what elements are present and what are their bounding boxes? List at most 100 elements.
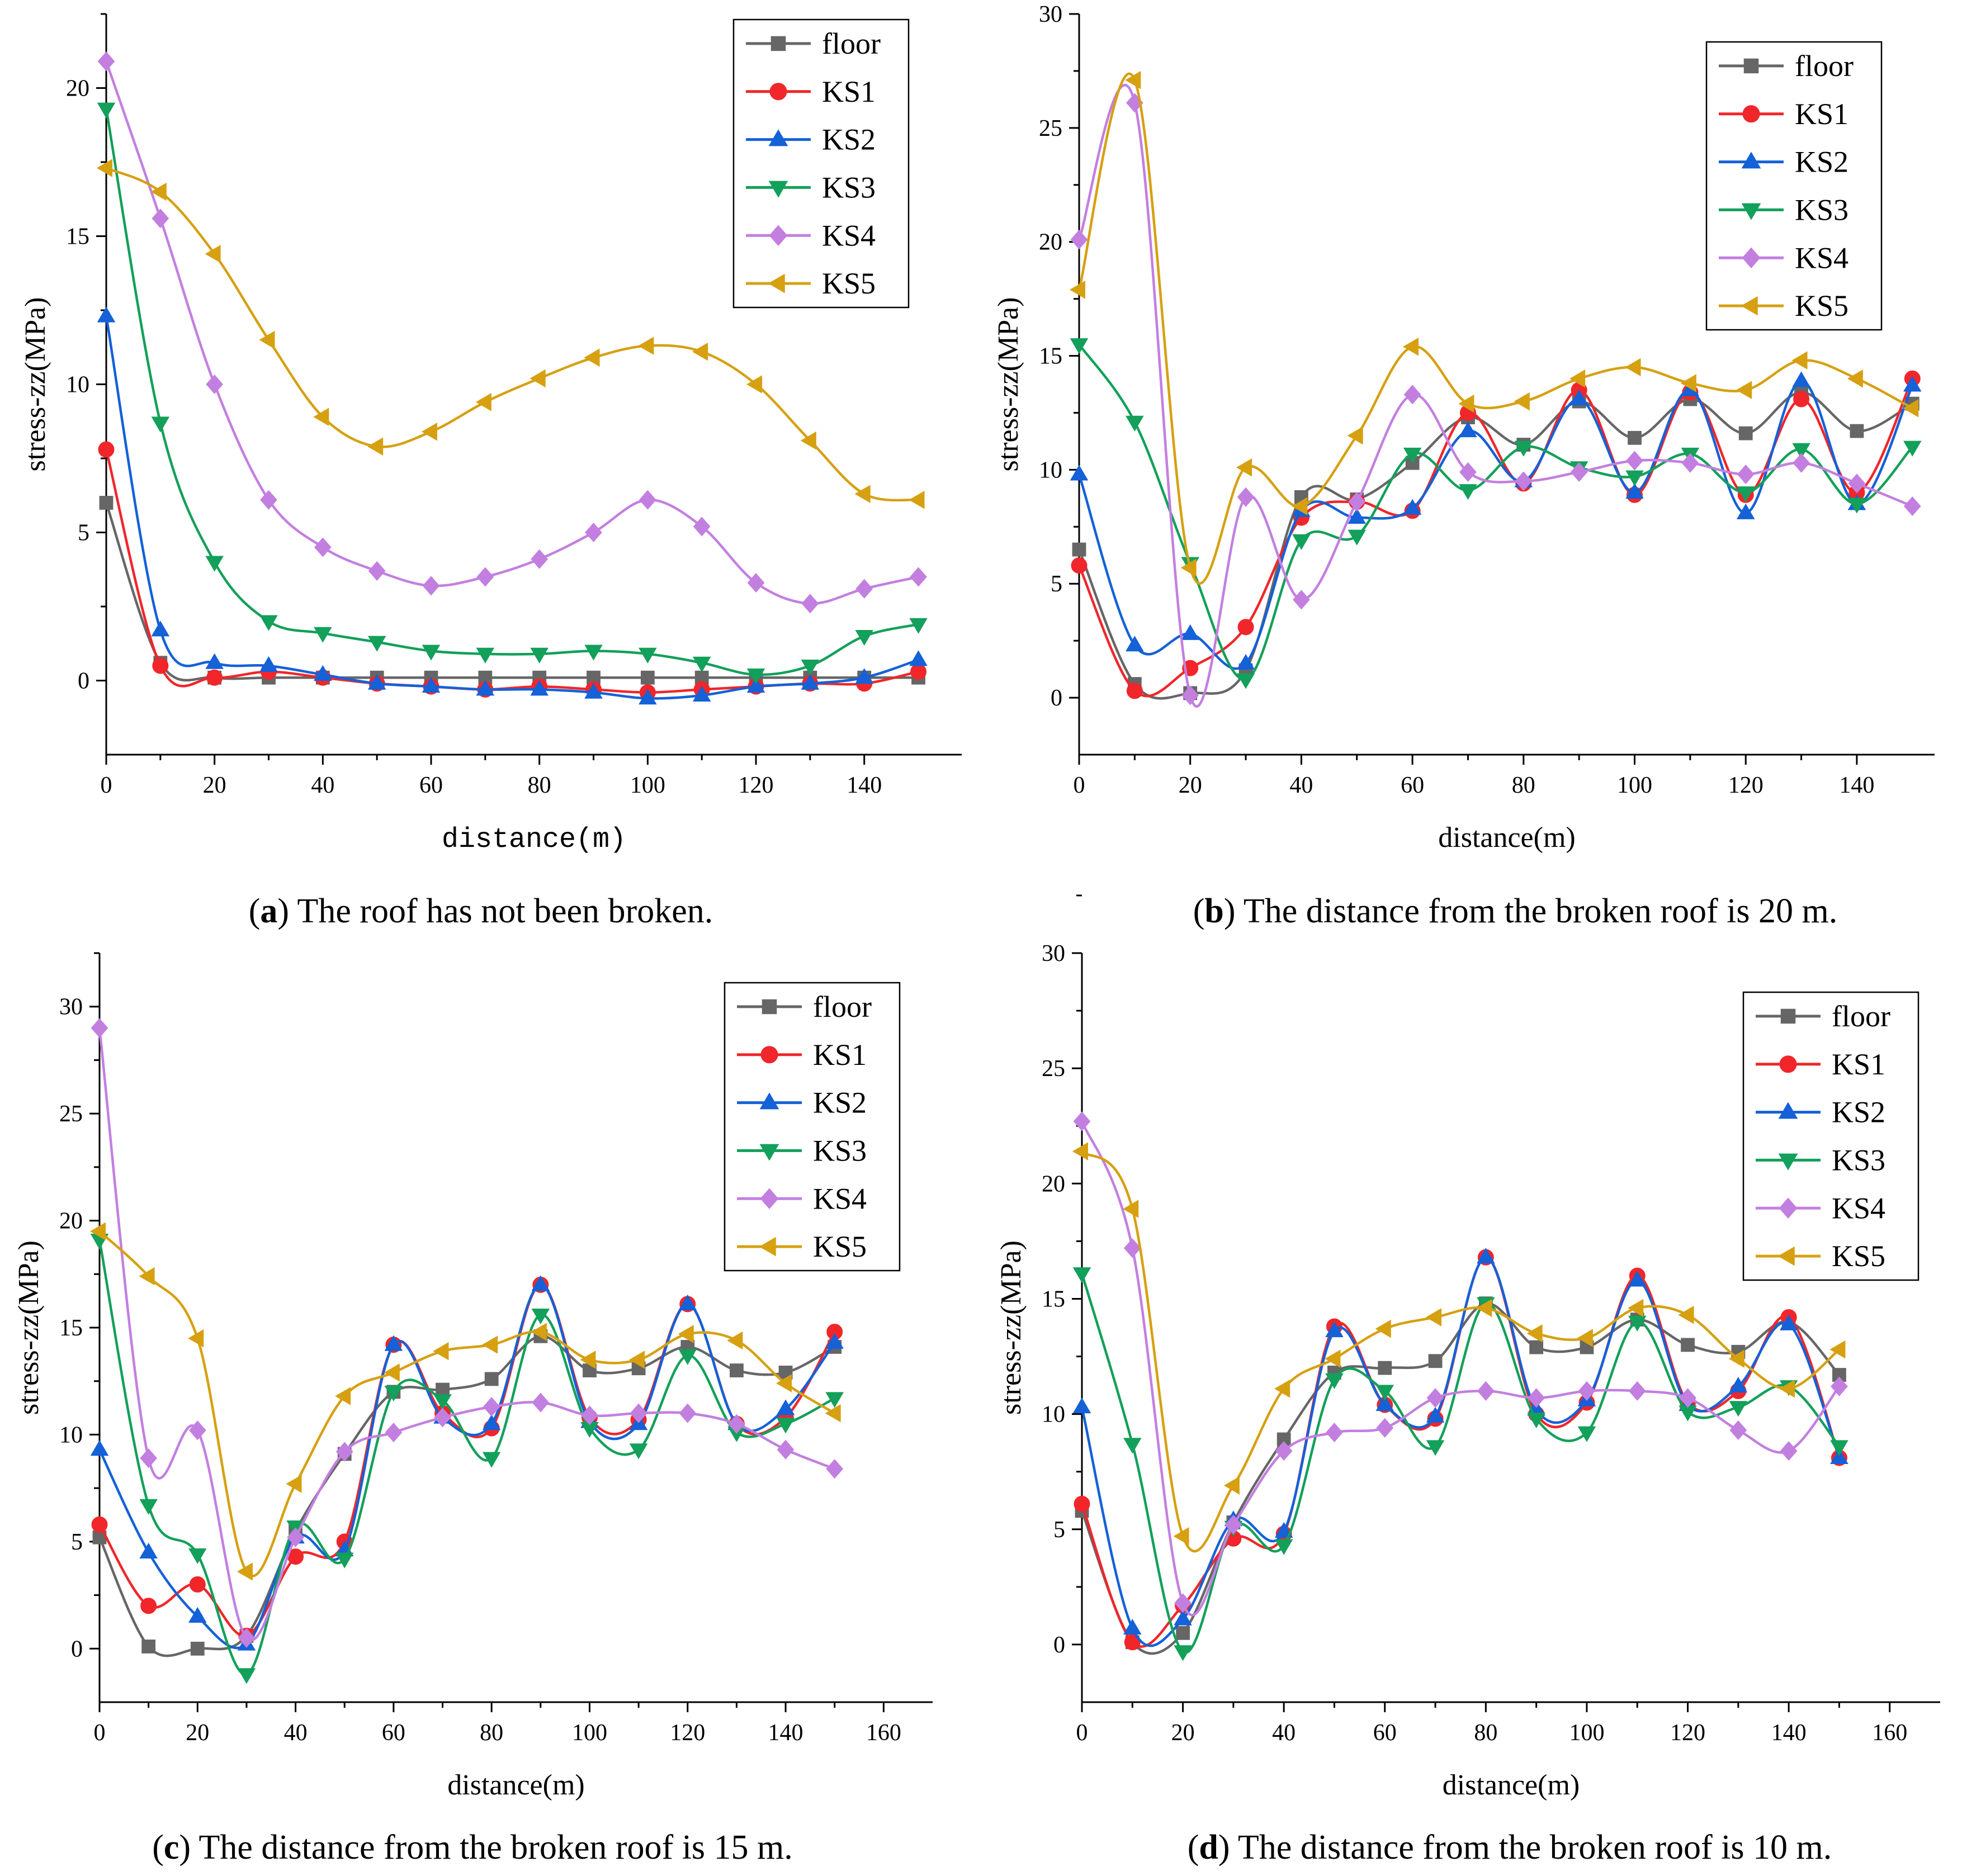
data-point-ks3 [629,1443,648,1460]
data-point-ks3 [1527,1412,1545,1428]
legend-marker-ks5 [768,273,785,293]
legend: floor KS1 KS2 KS3 KS4 KS5 [1705,41,1883,331]
data-point-ks3 [335,1552,354,1569]
data-point-ks3 [1729,1401,1748,1417]
data-point-ks3 [188,1548,207,1564]
data-point-ks1 [1074,1495,1090,1512]
data-point-ks3 [1174,1645,1192,1661]
data-point-ks4 [1070,230,1088,250]
data-point-ks5 [1072,1142,1088,1160]
y-tick-label: 25 [59,1101,83,1127]
data-point-ks5 [746,375,763,394]
x-tick-label: 100 [1569,1720,1604,1746]
x-tick-label: 120 [739,773,774,798]
data-point-ks3 [801,660,820,676]
data-point-ks2 [1325,1321,1344,1338]
legend-box [1742,991,1920,1281]
data-point-ks1 [1071,557,1088,574]
data-point-ks2 [1426,1406,1445,1423]
data-point-ks3 [1625,470,1644,486]
data-point-ks2 [1459,421,1477,438]
legend-label-floor: floor [1795,49,1854,83]
data-point-ks5 [531,1323,547,1341]
data-point-ks1 [1126,683,1143,699]
data-point-ks5 [1680,374,1696,392]
data-point-ks3 [1236,673,1255,689]
data-point-ks3 [1070,338,1089,354]
data-point-ks2 [1569,389,1588,405]
x-tick-label: 140 [1839,773,1874,798]
x-tick-label: 40 [284,1720,308,1746]
data-point-ks2 [1792,371,1810,387]
data-point-ks2 [476,680,495,696]
caption-close: ) [179,1828,191,1866]
data-point-ks3 [1577,1426,1596,1442]
data-point-ks5 [580,1351,596,1369]
x-axis-title: distance(m) [1443,1769,1580,1801]
y-tick-label: 30 [1042,941,1065,967]
data-point-ks5 [584,348,600,367]
legend-label-ks5: KS5 [813,1230,867,1263]
panel-caption: (a) The roof has not been broken. [249,892,713,930]
caption-open: ( [1188,1828,1199,1866]
legend-label-ks2: KS2 [1832,1096,1885,1129]
data-point-ks3 [151,416,170,433]
legend-marker-ks5 [1741,296,1758,316]
series-line-floor [1077,391,1914,700]
data-point-ks2 [1348,508,1367,524]
series-line-ks1 [1080,1256,1841,1648]
legend-label-ks1: KS1 [822,75,876,108]
data-point-ks2 [1181,624,1199,640]
legend-marker-ks2 [1741,151,1761,169]
legend-marker-ks5 [1777,1246,1795,1266]
data-point-ks5 [1728,1349,1744,1368]
legend-marker-ks1 [1742,105,1760,123]
y-tick-label: 5 [1053,1517,1065,1543]
x-tick-label: 80 [1474,1720,1497,1746]
data-point-floor [1681,1338,1695,1352]
data-point-ks3 [909,618,928,634]
legend-label-ks1: KS1 [813,1038,867,1072]
data-point-floor [730,1363,744,1377]
data-point-ks2 [1830,1448,1848,1464]
data-point-ks4 [335,1442,353,1462]
data-point-ks4 [1793,453,1810,473]
data-point-ks3 [205,556,224,572]
x-tick-label: 40 [311,773,334,798]
legend-label-ks5: KS5 [1832,1239,1885,1273]
data-point-ks4 [1729,1420,1747,1441]
y-tick-label: 5 [78,520,89,546]
y-tick-label: 0 [78,669,89,694]
y-tick-label: 5 [71,1529,83,1555]
data-point-ks4 [1628,1381,1646,1401]
y-tick-label: 20 [59,1209,83,1234]
data-point-ks2 [1126,636,1144,652]
data-point-ks2 [1903,376,1922,392]
data-point-ks5 [1514,392,1530,411]
data-point-ks4 [855,579,873,599]
data-point-ks2 [746,677,765,693]
data-point-ks5 [1903,399,1919,418]
legend-label-ks3: KS3 [1832,1143,1885,1177]
data-point-ks5 [1325,1349,1341,1368]
data-point-ks4 [1181,685,1199,705]
data-point-ks3 [1274,1539,1293,1555]
data-point-ks4 [260,490,277,510]
series-line-ks4 [105,60,920,605]
legend-marker-ks2 [1778,1102,1798,1119]
y-tick-label: 10 [66,372,89,398]
y-tick-label: 15 [66,224,89,250]
legend-marker-ks2 [768,129,788,146]
data-point-ks2 [801,674,820,690]
data-point-ks5 [1628,1299,1644,1318]
data-point-ks2 [1477,1248,1495,1264]
legend-label-ks2: KS2 [822,123,876,157]
data-point-ks3 [1628,1315,1647,1332]
data-point-ks2 [909,650,928,666]
caption-close: ) [1218,1828,1230,1866]
data-point-ks4 [1376,1418,1394,1438]
data-point-ks4 [1174,1593,1192,1613]
data-point-ks4 [1459,462,1477,482]
data-point-ks5 [188,1329,204,1348]
legend-marker-floor [1780,1008,1796,1024]
